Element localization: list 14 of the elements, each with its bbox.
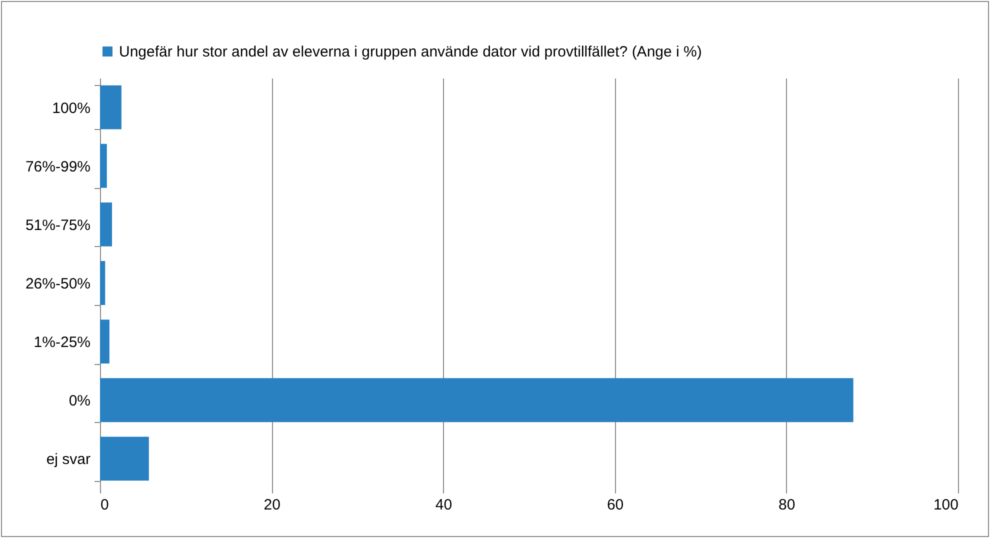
x-tick-label: 0 xyxy=(100,496,109,514)
x-tick-label: 60 xyxy=(606,496,624,514)
x-tick-label: 100 xyxy=(933,496,958,514)
x-tick-label: 80 xyxy=(778,496,796,514)
y-tick-label: 100% xyxy=(52,100,90,117)
x-tick-label: 40 xyxy=(435,496,452,514)
y-tick-label: 0% xyxy=(68,392,90,410)
y-tick-label: 26%-50% xyxy=(25,276,90,292)
y-tick-label: ej svar xyxy=(46,451,90,468)
y-tick-label: 51%-75% xyxy=(25,216,90,234)
y-tick-label: 76%-99% xyxy=(25,158,90,176)
legend-label: Ungefär hur stor andel av eleverna i gruppen använde dator vid provtillfället? (Ange i %) xyxy=(119,44,702,60)
x-tick-label: 20 xyxy=(264,496,280,514)
y-tick-label: 1%-25% xyxy=(34,334,90,352)
